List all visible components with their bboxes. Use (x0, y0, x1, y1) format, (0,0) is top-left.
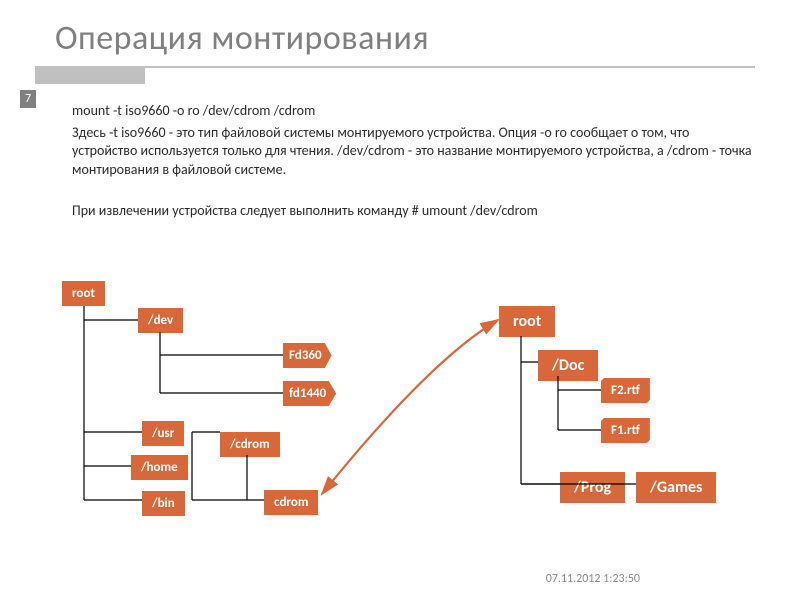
node-fd1440: fd1440 (283, 381, 336, 406)
diagram-lines (0, 0, 800, 600)
node-cdrom: cdrom (264, 490, 318, 515)
paragraph-1: Здесь -t iso9660 - это тип файловой сист… (72, 124, 752, 179)
page-title: Операция монтирования (55, 18, 429, 59)
node-f1: F1.rtf (601, 418, 650, 443)
node-home: /home (131, 455, 188, 480)
node-root-right: root (499, 306, 555, 337)
command-text: mount -t iso9660 -o ro /dev/cdrom /cdrom (72, 102, 752, 120)
node-doc: /Doc (538, 350, 598, 381)
node-f2: F2.rtf (601, 378, 650, 403)
title-underline (55, 66, 755, 68)
node-usr: /usr (142, 421, 184, 446)
node-games: /Games (636, 472, 716, 503)
node-root-left: root (62, 281, 105, 306)
paragraph-2: При извлечении устройства следует выполн… (72, 202, 752, 220)
page-number: 7 (20, 90, 36, 108)
node-cdrom-dir: /cdrom (220, 432, 280, 457)
node-fd360: Fd360 (283, 343, 332, 368)
node-dev: /dev (138, 308, 183, 333)
node-prog: /Prog (560, 472, 625, 503)
node-bin: /bin (142, 491, 185, 516)
footer-date: 07.11.2012 1:23:50 (546, 572, 640, 586)
accent-block (35, 66, 145, 84)
